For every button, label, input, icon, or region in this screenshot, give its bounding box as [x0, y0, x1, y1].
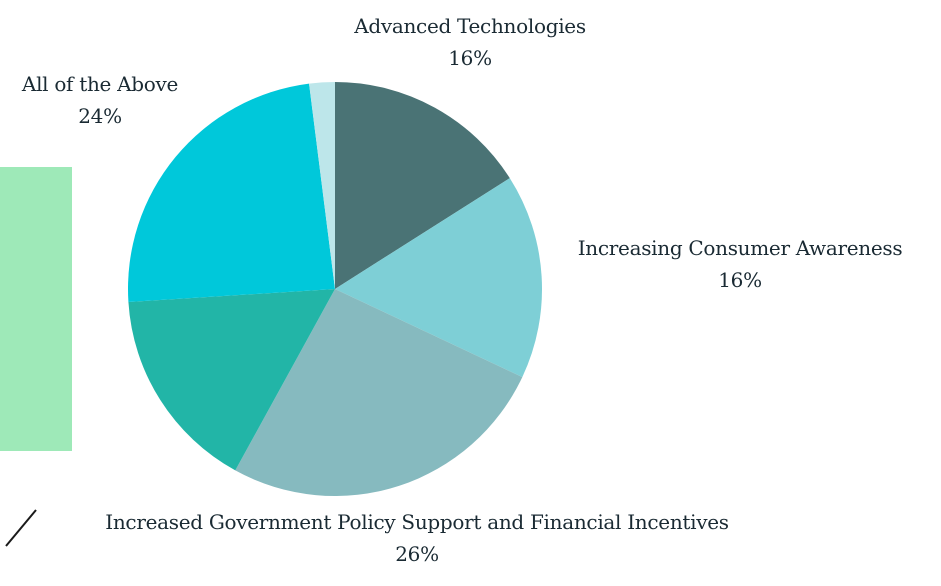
- label-percent: 16%: [718, 268, 762, 292]
- pie-slice-1: [335, 178, 543, 378]
- label-name: All of the Above: [21, 72, 179, 96]
- label-name: Increased Government Policy Support and …: [105, 510, 729, 534]
- label-consumer-awareness: Increasing Consumer Awareness 16%: [552, 232, 928, 296]
- label-percent: 16%: [448, 46, 492, 70]
- label-name: Increasing Consumer Awareness: [577, 236, 903, 260]
- side-accent-panel: [0, 167, 72, 451]
- pie-slice-5: [309, 82, 335, 289]
- label-percent: 24%: [78, 104, 122, 128]
- label-government-policy: Increased Government Policy Support and …: [56, 506, 778, 570]
- label-advanced-technologies: Advanced Technologies 16%: [335, 10, 605, 74]
- pie-slice-0: [335, 82, 510, 289]
- pie-slice-3: [128, 289, 335, 471]
- label-percent: 26%: [395, 542, 439, 566]
- label-all-of-the-above: All of the Above 24%: [2, 68, 198, 132]
- pie-slice-2: [235, 289, 523, 497]
- slash-decoration: [5, 509, 37, 547]
- label-name: Advanced Technologies: [354, 14, 586, 38]
- pie-slice-4: [128, 83, 335, 302]
